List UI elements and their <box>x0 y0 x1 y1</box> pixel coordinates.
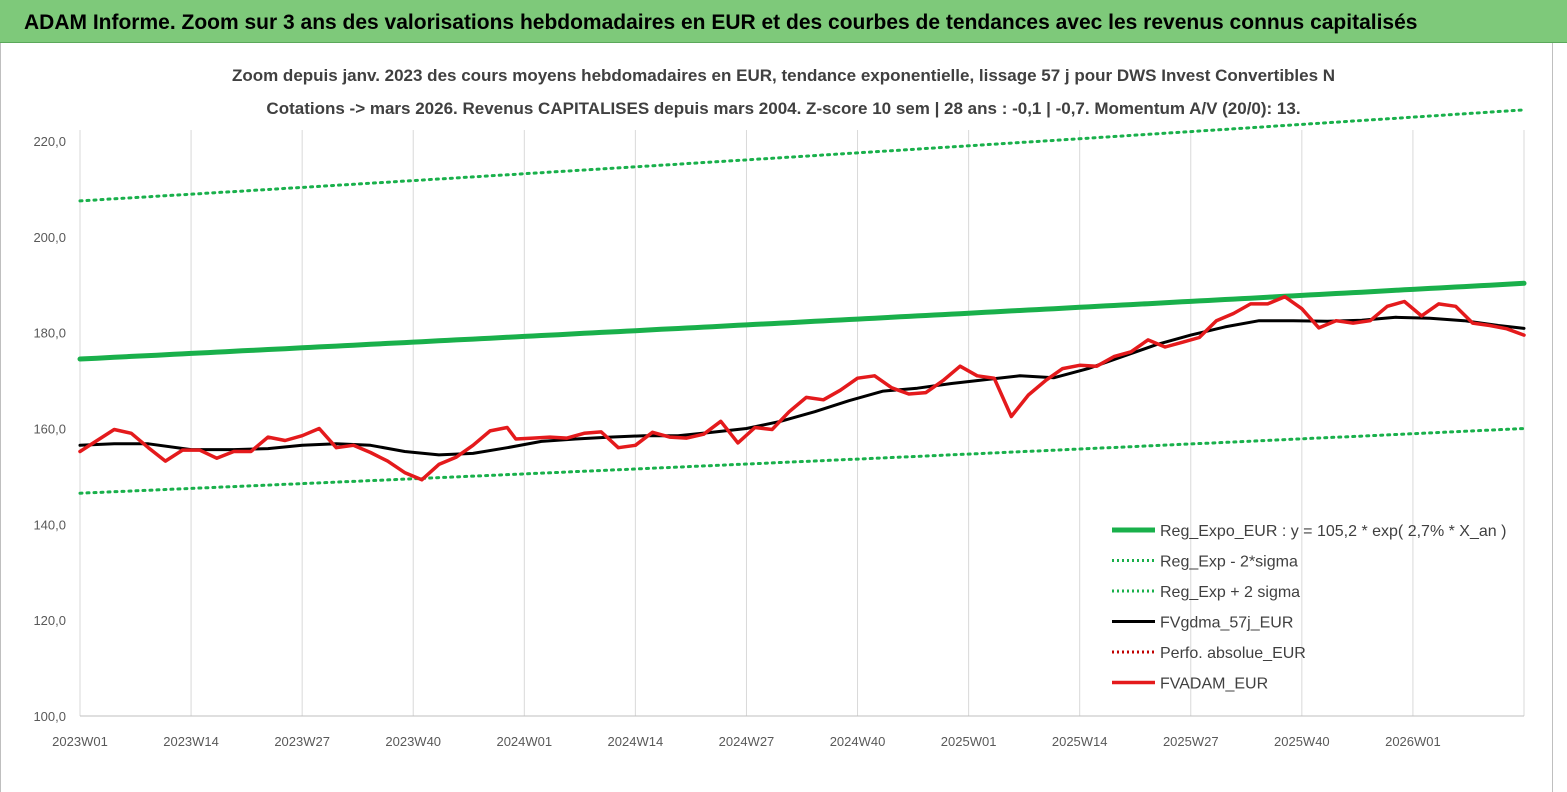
x-tick-label: 2023W01 <box>52 734 108 749</box>
x-tick-label: 2024W01 <box>496 734 552 749</box>
x-tick-label: 2026W01 <box>1385 734 1441 749</box>
x-tick-label: 2025W14 <box>1052 734 1108 749</box>
y-tick-label: 100,0 <box>33 709 66 724</box>
chart-grid <box>79 130 1525 716</box>
chart-axes: 2023W01 2023W14 2023W27 2023W40 2024W01 2024W… <box>33 134 1524 749</box>
y-tick-label: 140,0 <box>33 517 66 532</box>
legend-entry: FVADAM_EUR <box>1160 676 1268 693</box>
x-tick-label: 2023W27 <box>274 734 330 749</box>
legend-entry: Perfo. absolue_EUR <box>1160 645 1306 662</box>
legend-entry: Reg_Exp + 2 sigma <box>1160 584 1300 601</box>
x-tick-label: 2023W40 <box>385 734 441 749</box>
y-tick-label: 180,0 <box>33 326 66 341</box>
y-tick-label: 160,0 <box>33 422 66 437</box>
series-line-reg-exp-2 <box>78 108 1526 203</box>
x-tick-label: 2024W14 <box>608 734 664 749</box>
y-tick-label: 200,0 <box>33 230 66 245</box>
legend-entry: Reg_Exp - 2*sigma <box>1160 554 1298 571</box>
legend-entry: FVgdma_57j_EUR <box>1160 615 1293 632</box>
x-tick-label: 2025W27 <box>1163 734 1219 749</box>
series-line-fvadam-eur-5 <box>78 294 1526 482</box>
report-title: ADAM Informe. Zoom sur 3 ans des valoris… <box>0 0 1567 43</box>
chart-legend: Reg_Expo_EUR : y = 105,2 * exp( 2,7% * X… <box>1112 523 1506 693</box>
legend-entry: Reg_Expo_EUR : y = 105,2 * exp( 2,7% * X… <box>1160 523 1506 540</box>
chart-series <box>77 108 1527 495</box>
series-line-fvgdma-57j-eur-3 <box>78 315 1526 457</box>
x-tick-label: 2023W14 <box>163 734 219 749</box>
chart-subtitle: Cotations -> mars 2026. Revenus CAPITALI… <box>266 99 1301 118</box>
x-tick-label: 2025W40 <box>1274 734 1330 749</box>
x-tick-label: 2025W01 <box>941 734 997 749</box>
y-tick-label: 120,0 <box>33 613 66 628</box>
y-tick-label: 220,0 <box>33 134 66 149</box>
chart-frame <box>0 43 1553 792</box>
x-tick-label: 2024W40 <box>830 734 886 749</box>
series-line-reg-exp-1 <box>78 427 1526 495</box>
x-tick-label: 2024W27 <box>719 734 775 749</box>
chart-title: Zoom depuis janv. 2023 des cours moyens … <box>231 66 1336 85</box>
